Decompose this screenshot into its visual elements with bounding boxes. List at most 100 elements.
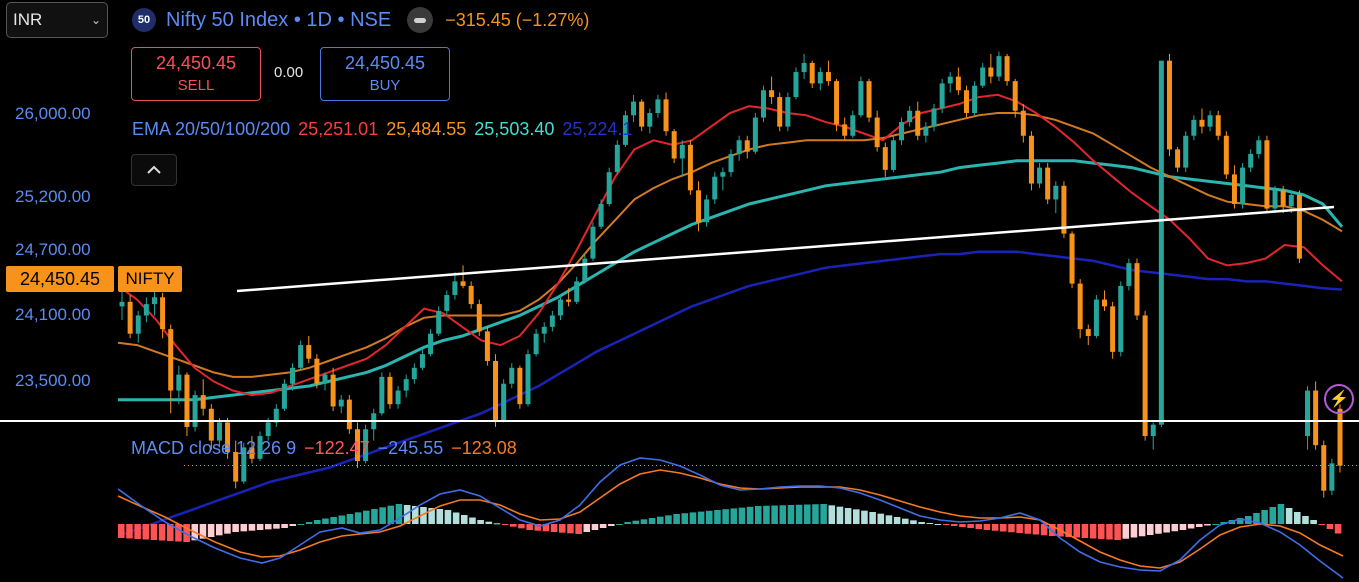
symbol-title[interactable]: Nifty 50 Index • 1D • NSE [166, 8, 392, 31]
macd-hist-bar [1098, 524, 1105, 539]
candle [963, 85, 969, 118]
candle-body [354, 429, 360, 462]
candle-body [834, 81, 840, 125]
candle-body [216, 422, 222, 441]
candle-body [257, 436, 263, 459]
macd-hist-bar [1334, 524, 1342, 534]
macd-hist-bar [567, 524, 574, 534]
candle [647, 108, 653, 134]
macd-hist-bar [738, 507, 746, 524]
candle [1028, 131, 1034, 191]
candle-body [1223, 135, 1229, 175]
candle-body [874, 117, 880, 148]
candle [428, 329, 434, 357]
lightning-icon[interactable]: ⚡ [1324, 384, 1354, 414]
macd-hist-bar [804, 504, 811, 524]
market-closed-icon[interactable] [407, 7, 434, 33]
candle [769, 76, 775, 104]
candle-body [395, 390, 401, 405]
candle-body [533, 333, 539, 355]
macd-signal-value: −123.08 [451, 438, 517, 458]
ema-legend[interactable]: EMA 20/50/100/200 25,251.01 25,484.55 25,50… [132, 119, 640, 140]
candle-body [1256, 140, 1262, 154]
macd-hist-bar [608, 524, 615, 526]
candle [939, 78, 945, 113]
candle-body [858, 81, 864, 116]
candle [1110, 301, 1116, 359]
candle-body [1337, 408, 1343, 466]
macd-hist-bar [1138, 524, 1146, 537]
candle-body [622, 115, 628, 145]
candle [1199, 108, 1205, 134]
candle-body [1069, 233, 1075, 284]
chevron-up-icon [147, 165, 161, 174]
candle-body [501, 383, 507, 421]
candle-body [1240, 167, 1246, 204]
macd-hist-bar [1089, 524, 1097, 539]
candle-body [655, 99, 661, 113]
candle-body [1191, 119, 1197, 136]
candle-body [850, 115, 856, 136]
macd-hist-bar [861, 510, 868, 524]
candle [955, 67, 961, 95]
macd-hist-bar [1261, 510, 1268, 524]
currency-select[interactable]: INR ⌄ [6, 2, 108, 38]
macd-hist-bar [885, 515, 893, 524]
candle [590, 222, 596, 261]
macd-hist-bar [746, 506, 754, 524]
candle-body [720, 172, 726, 177]
macd-hist-bar [1204, 524, 1211, 526]
candle-body [436, 310, 442, 334]
candle-body [160, 297, 166, 330]
candle [728, 149, 734, 177]
candle [1053, 181, 1059, 214]
macd-hist-bar [975, 524, 983, 529]
candle-body [200, 395, 206, 409]
macd-hist-bar [322, 518, 329, 524]
candle [785, 92, 791, 132]
candle [1321, 440, 1327, 498]
candle [1248, 149, 1254, 173]
macd-hist-bar [624, 522, 631, 524]
candle-body [1207, 115, 1213, 127]
candle-body [460, 281, 466, 286]
candle [923, 122, 929, 143]
collapse-legend-button[interactable] [131, 154, 177, 186]
macd-hist-bar [550, 524, 558, 532]
macd-hist-bar [591, 524, 599, 530]
candle [460, 265, 466, 289]
macd-hist-bar [518, 524, 525, 529]
candle-body [1264, 140, 1270, 209]
macd-hist-bar [1147, 524, 1154, 535]
candle [1004, 53, 1010, 86]
candle [127, 295, 133, 339]
candle [566, 288, 572, 307]
macd-hist-bar [1073, 524, 1081, 538]
candle-body [1085, 329, 1091, 336]
macd-hist-bar [681, 513, 689, 524]
candle-body [1248, 153, 1254, 168]
macd-hist-bar [1196, 524, 1203, 527]
candle [622, 110, 628, 148]
macd-line [117, 457, 1344, 579]
macd-hist-bar [1016, 524, 1023, 533]
sell-button[interactable]: 24,450.45 SELL [131, 47, 261, 101]
macd-hist-bar [836, 506, 844, 524]
buy-button[interactable]: 24,450.45 BUY [320, 47, 450, 101]
candle-body [184, 374, 190, 427]
macd-hist-bar [469, 517, 476, 524]
macd-hist-bar [175, 524, 182, 542]
candle [947, 72, 953, 93]
macd-legend[interactable]: MACD close 12 26 9 −122.47 −245.55 −123.08 [131, 438, 525, 459]
candle [354, 422, 360, 468]
macd-hist-bar [354, 512, 362, 524]
candle [793, 67, 799, 100]
macd-hist-bar [559, 524, 566, 533]
candle-body [972, 85, 978, 113]
candle-body [866, 81, 872, 118]
macd-hist-bar [951, 524, 958, 526]
macd-hist-bar [240, 524, 248, 532]
macd-hist-bar [493, 523, 501, 525]
candle-body [1329, 463, 1335, 491]
